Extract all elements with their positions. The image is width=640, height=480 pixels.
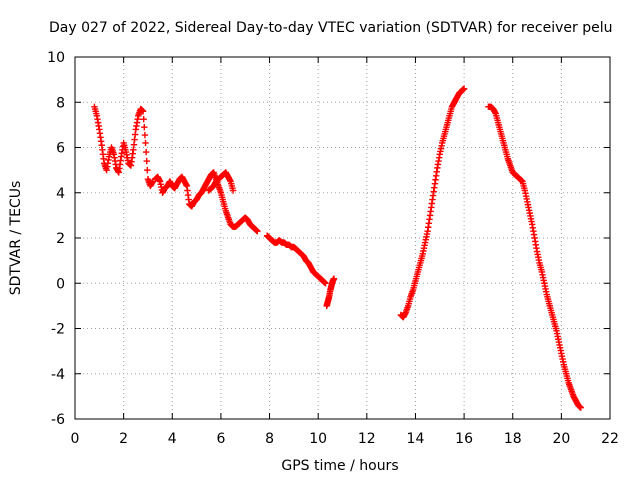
data-series-segment-4 (263, 232, 329, 287)
data-point (330, 275, 338, 282)
data-point (322, 280, 329, 287)
y-tick-label: -6 (51, 412, 65, 428)
chart-title: Day 027 of 2022, Sidereal Day-to-day VTE… (49, 20, 612, 36)
y-tick-label: 0 (56, 276, 65, 292)
x-tick-label: 0 (71, 431, 80, 447)
data-point (460, 85, 468, 92)
x-tick-label: 12 (358, 431, 376, 447)
data-series-segment-7 (485, 103, 585, 411)
x-tick-label: 6 (216, 431, 225, 447)
y-tick-label: -2 (51, 322, 65, 338)
data-point (577, 404, 585, 411)
y-tick-label: 2 (56, 231, 65, 247)
x-tick-label: 14 (407, 431, 425, 447)
data-series-segment-3 (205, 169, 237, 194)
data-point (229, 187, 237, 194)
grid (75, 57, 610, 419)
y-tick-label: 10 (47, 50, 65, 66)
x-tick-label: 20 (552, 431, 570, 447)
data-point-interpolated (140, 116, 147, 123)
data-series-segment-6 (397, 85, 468, 321)
y-tick-label: -4 (51, 367, 65, 383)
data-point-interpolated (142, 148, 150, 156)
data-point-interpolated (144, 166, 151, 174)
x-tick-label: 4 (168, 431, 177, 447)
data-point (254, 228, 261, 235)
y-tick-label: 6 (56, 141, 65, 157)
data-point (142, 139, 149, 147)
x-tick-label: 10 (309, 431, 327, 447)
ticks: 0 2 4 6 8 10 12 14 16 18 20 22 -6 -4 -2 0 2 4 6 8 10 (47, 50, 619, 447)
data-series-segment-5 (323, 275, 338, 310)
x-tick-label: 8 (265, 431, 274, 447)
data-points (91, 85, 585, 411)
y-tick-label: 4 (56, 186, 65, 202)
data-point (139, 108, 147, 115)
plot-frame (74, 56, 611, 420)
x-tick-label: 18 (504, 431, 522, 447)
y-axis-label: SDTVAR / TECUs (8, 181, 24, 296)
data-series-segment-1 (91, 103, 157, 190)
data-point-interpolated (141, 131, 149, 139)
data-point-interpolated (141, 123, 148, 131)
x-tick-label: 2 (119, 431, 128, 447)
data-point-interpolated (143, 157, 150, 165)
x-axis-label: GPS time / hours (281, 458, 398, 474)
x-tick-label: 16 (455, 431, 473, 447)
y-tick-label: 8 (56, 95, 65, 111)
x-tick-label: 22 (601, 431, 619, 447)
data-series-segment-2 (152, 169, 261, 235)
